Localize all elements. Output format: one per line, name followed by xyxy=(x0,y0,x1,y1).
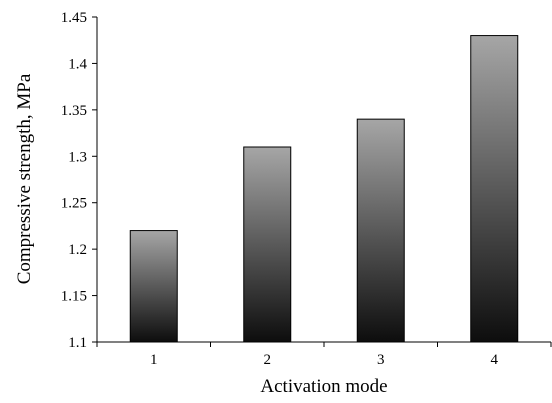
bar-group xyxy=(129,35,519,343)
x-tick-label: 1 xyxy=(150,352,158,368)
y-tick-label: 1.4 xyxy=(68,56,87,72)
x-tick-label: 3 xyxy=(377,352,385,368)
y-tick-label: 1.45 xyxy=(61,10,87,26)
x-tick-label: 2 xyxy=(264,352,272,368)
y-axis-ticks: 1.1 1.15 1.2 1.25 1.3 1.35 1.4 1.45 xyxy=(61,10,97,351)
bar-mode-1 xyxy=(129,230,178,343)
bar-mode-3 xyxy=(356,118,405,343)
x-tick-label: 4 xyxy=(491,352,499,368)
bar-mode-2 xyxy=(243,146,292,343)
y-tick-label: 1.35 xyxy=(61,103,87,119)
y-axis-title: Compressive strength, MPa xyxy=(14,73,35,284)
x-axis-ticks: 1 2 3 4 xyxy=(96,342,552,368)
y-tick-label: 1.2 xyxy=(68,242,87,258)
y-tick-label: 1.25 xyxy=(61,196,87,212)
x-axis-title: Activation mode xyxy=(260,376,387,397)
y-tick-label: 1.15 xyxy=(61,289,87,305)
y-tick-label: 1.1 xyxy=(68,335,87,351)
bar-mode-4 xyxy=(470,35,519,343)
y-tick-label: 1.3 xyxy=(68,149,87,165)
